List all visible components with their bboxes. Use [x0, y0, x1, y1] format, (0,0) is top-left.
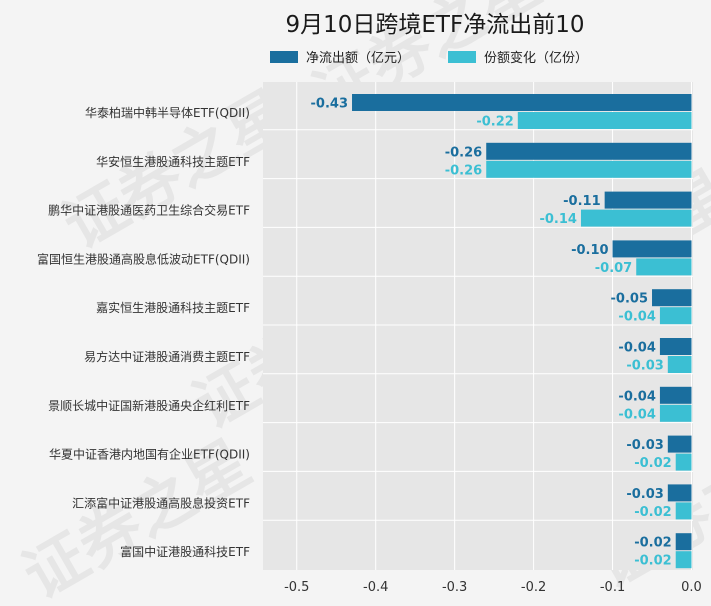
legend-swatch [270, 51, 298, 63]
bar-share-change [659, 404, 692, 422]
data-label: -0.03 [626, 438, 663, 453]
bar-share-change [675, 551, 692, 569]
bar-net-outflow [652, 289, 692, 307]
x-tick-label: -0.5 [284, 580, 309, 595]
bar-share-change [486, 160, 692, 178]
data-label: -0.10 [571, 243, 608, 258]
bar-share-change [517, 112, 692, 129]
legend-label: 份额变化（亿份） [484, 50, 588, 66]
x-tick-label: -0.2 [521, 580, 546, 595]
bar-share-change [675, 453, 692, 471]
data-label: -0.02 [634, 456, 671, 471]
y-axis-labels: 华泰柏瑞中韩半导体ETF(QDII) 华安恒生港股通科技主题ETF 鹏华中证港股通医… [37, 105, 250, 559]
category-label: 嘉实恒生港股通科技主题ETF [96, 300, 250, 315]
category-label: 景顺长城中证国新港股通央企红利ETF [48, 398, 250, 413]
bar-net-outflow [667, 484, 692, 502]
category-label: 易方达中证港股通消费主题ETF [84, 349, 250, 364]
category-label: 富国恒生港股通高股息低波动ETF(QDII) [37, 251, 250, 266]
bar-net-outflow [667, 435, 692, 453]
bar-share-change [667, 356, 692, 373]
data-label: -0.14 [539, 212, 576, 227]
bar-net-outflow [612, 240, 692, 258]
data-label: -0.05 [611, 292, 648, 307]
category-label: 富国中证港股通科技ETF [120, 544, 250, 559]
data-label: -0.02 [634, 505, 671, 520]
category-label: 汇添富中证港股通高股息投资ETF [72, 495, 250, 510]
bar-share-change [636, 258, 692, 276]
category-label: 华夏中证香港内地国有企业ETF(QDII) [49, 447, 250, 462]
x-tick-label: -0.3 [442, 580, 467, 595]
bar-share-change [580, 209, 692, 227]
data-label: -0.43 [311, 97, 348, 112]
data-label: -0.26 [445, 145, 482, 160]
legend: 净流出额（亿元） 份额变化（亿份） [270, 50, 588, 66]
data-label: -0.07 [595, 261, 632, 276]
chart-title: 9月10日跨境ETF净流出前10 [286, 12, 585, 38]
bars: -0.43 -0.22 -0.26 -0.26 -0.11 -0.14 -0.10 -0.07… [311, 94, 692, 569]
bar-share-change [659, 307, 692, 325]
legend-label: 净流出额（亿元） [306, 51, 410, 66]
data-label: -0.11 [563, 194, 600, 209]
x-tick-label: -0.4 [363, 580, 388, 595]
bar-net-outflow [659, 338, 692, 355]
bar-share-change [675, 502, 692, 520]
category-label: 鹏华中证港股通医药卫生综合交易ETF [48, 203, 250, 218]
bar-net-outflow [675, 533, 692, 551]
data-label: -0.03 [626, 359, 663, 374]
bar-net-outflow [659, 386, 692, 404]
bar-net-outflow [604, 191, 692, 209]
data-label: -0.04 [618, 341, 655, 356]
data-label: -0.02 [634, 536, 671, 551]
bar-net-outflow [352, 94, 692, 111]
category-label: 华安恒生港股通科技主题ETF [96, 154, 250, 169]
data-label: -0.04 [618, 407, 655, 422]
data-label: -0.22 [476, 115, 513, 130]
category-label: 华泰柏瑞中韩半导体ETF(QDII) [85, 105, 250, 120]
data-label: -0.03 [626, 487, 663, 502]
data-label: -0.04 [618, 389, 655, 404]
data-label: -0.26 [445, 163, 482, 178]
bar-net-outflow [486, 142, 692, 160]
legend-swatch [448, 51, 476, 63]
x-tick-label: -0.1 [600, 580, 625, 595]
x-tick-label: 0.0 [681, 580, 702, 595]
data-label: -0.04 [618, 310, 655, 325]
data-label: -0.02 [634, 554, 671, 569]
x-axis-labels: -0.5 -0.4 -0.3 -0.2 -0.1 0.0 [284, 580, 702, 595]
